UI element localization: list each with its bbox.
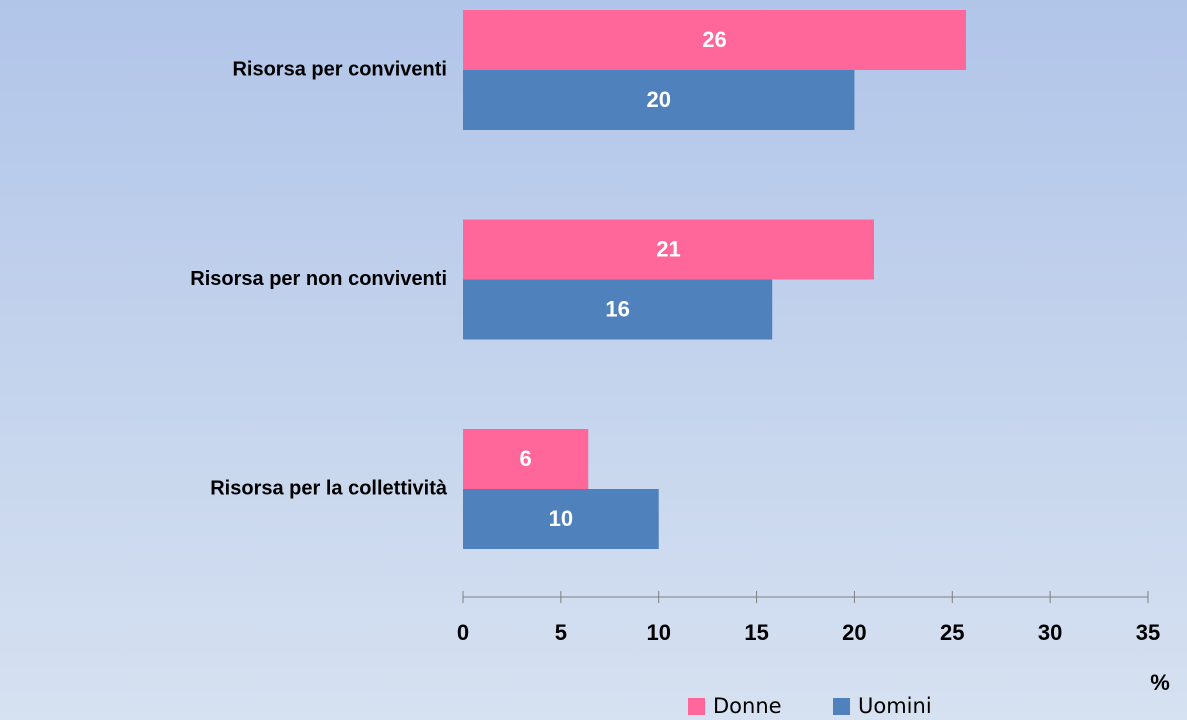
legend-swatch xyxy=(833,698,850,715)
value-label: 10 xyxy=(549,506,573,531)
x-tick-label: 10 xyxy=(646,620,670,645)
x-tick-label: 15 xyxy=(744,620,768,645)
legend-label: Uomini xyxy=(858,694,932,718)
x-tick-label: 0 xyxy=(457,620,469,645)
value-label: 21 xyxy=(656,236,680,261)
bar xyxy=(463,219,874,280)
category-label: Risorsa per conviventi xyxy=(232,58,447,80)
bar xyxy=(463,489,659,549)
value-label: 6 xyxy=(520,446,532,471)
bar xyxy=(463,429,589,489)
category-label: Risorsa per non conviventi xyxy=(190,268,447,290)
bar xyxy=(463,10,966,70)
x-tick-label: 20 xyxy=(842,620,866,645)
legend-swatch xyxy=(688,698,705,715)
x-tick-label: 35 xyxy=(1136,620,1160,645)
legend-label: Donne xyxy=(713,694,782,718)
bar xyxy=(463,70,855,130)
category-label: Risorsa per la collettività xyxy=(210,477,448,499)
value-label: 20 xyxy=(646,87,670,112)
x-tick-label: 30 xyxy=(1038,620,1062,645)
x-tick-label: 25 xyxy=(940,620,964,645)
x-axis-label: % xyxy=(1150,670,1170,695)
value-label: 16 xyxy=(605,296,629,321)
bar xyxy=(463,279,773,340)
value-label: 26 xyxy=(702,27,726,52)
x-tick-label: 5 xyxy=(555,620,567,645)
